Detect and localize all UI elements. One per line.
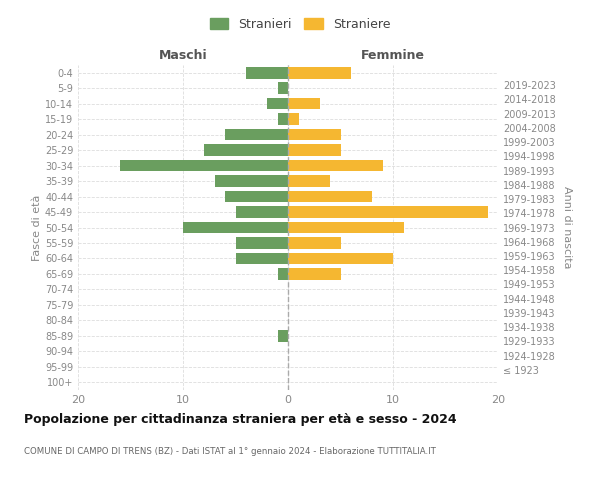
Bar [235,237,288,249]
Bar [277,268,288,280]
Y-axis label: Fasce di età: Fasce di età [32,194,42,260]
Bar [288,144,341,156]
Bar [183,222,288,234]
Bar [288,98,320,110]
Bar [288,268,341,280]
Bar [267,98,288,110]
Bar [235,206,288,218]
Bar [288,252,393,264]
Bar [288,67,351,78]
Y-axis label: Anni di nascita: Anni di nascita [562,186,572,269]
Legend: Stranieri, Straniere: Stranieri, Straniere [203,11,397,37]
Bar [288,176,330,187]
Bar [288,129,341,140]
Bar [288,237,341,249]
Bar [288,190,372,202]
Bar [277,82,288,94]
Bar [288,206,487,218]
Bar [277,114,288,125]
Bar [288,160,383,172]
Bar [225,190,288,202]
Bar [235,252,288,264]
Bar [277,330,288,342]
Bar [204,144,288,156]
Bar [120,160,288,172]
Text: COMUNE DI CAMPO DI TRENS (BZ) - Dati ISTAT al 1° gennaio 2024 - Elaborazione TUT: COMUNE DI CAMPO DI TRENS (BZ) - Dati IST… [24,448,436,456]
Text: Maschi: Maschi [158,49,208,62]
Text: Popolazione per cittadinanza straniera per età e sesso - 2024: Popolazione per cittadinanza straniera p… [24,412,457,426]
Bar [246,67,288,78]
Bar [288,114,299,125]
Bar [215,176,288,187]
Bar [225,129,288,140]
Text: Femmine: Femmine [361,49,425,62]
Bar [288,222,404,234]
